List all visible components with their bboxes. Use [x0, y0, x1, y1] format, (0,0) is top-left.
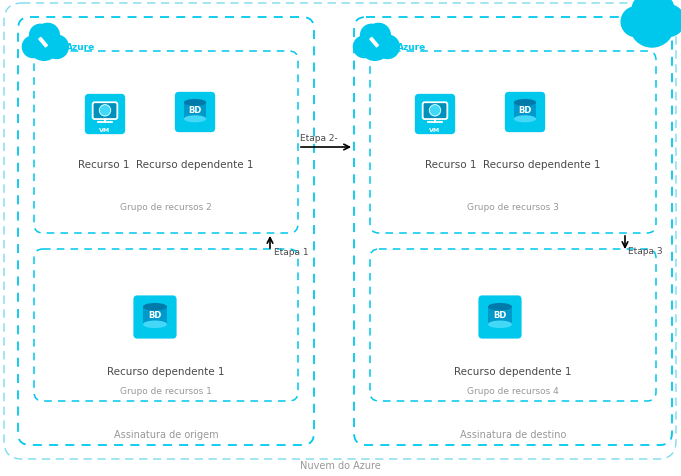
Ellipse shape — [184, 99, 206, 107]
Ellipse shape — [488, 303, 512, 311]
Ellipse shape — [143, 321, 167, 328]
Text: BD: BD — [518, 106, 532, 115]
FancyBboxPatch shape — [133, 296, 176, 339]
Circle shape — [630, 4, 674, 48]
Text: BD: BD — [148, 311, 161, 320]
Ellipse shape — [513, 116, 536, 123]
Text: Etapa 2-: Etapa 2- — [300, 134, 338, 143]
Circle shape — [360, 30, 390, 61]
Text: Assinatura de destino: Assinatura de destino — [460, 429, 566, 439]
FancyBboxPatch shape — [369, 38, 379, 49]
Bar — [184, 103, 206, 119]
Circle shape — [29, 30, 59, 61]
Text: VM: VM — [430, 128, 441, 133]
Text: Grupo de recursos 4: Grupo de recursos 4 — [467, 387, 559, 396]
Text: Recurso 1  Recurso dependente 1: Recurso 1 Recurso dependente 1 — [78, 159, 254, 169]
Bar — [513, 103, 536, 119]
Text: Grupo de recursos 1: Grupo de recursos 1 — [120, 387, 212, 396]
FancyBboxPatch shape — [38, 38, 48, 49]
Circle shape — [652, 6, 681, 37]
Circle shape — [367, 24, 390, 48]
Ellipse shape — [488, 321, 512, 328]
Text: Assinatura de origem: Assinatura de origem — [114, 429, 219, 439]
Circle shape — [643, 0, 674, 26]
Circle shape — [36, 24, 59, 48]
Text: Azure: Azure — [66, 43, 95, 52]
Circle shape — [353, 37, 375, 59]
Text: Grupo de recursos 3: Grupo de recursos 3 — [467, 203, 559, 212]
Bar — [143, 307, 167, 325]
Text: Etapa 1: Etapa 1 — [274, 248, 308, 257]
Text: Recurso dependente 1: Recurso dependente 1 — [107, 366, 225, 376]
Circle shape — [376, 36, 399, 60]
Ellipse shape — [143, 303, 167, 311]
Circle shape — [430, 106, 441, 117]
Text: Azure: Azure — [397, 43, 426, 52]
Text: BD: BD — [189, 106, 202, 115]
Text: Recurso dependente 1: Recurso dependente 1 — [454, 366, 572, 376]
FancyBboxPatch shape — [93, 103, 117, 120]
FancyBboxPatch shape — [175, 93, 215, 133]
Bar — [488, 307, 512, 325]
Circle shape — [632, 0, 661, 24]
FancyBboxPatch shape — [478, 296, 522, 339]
FancyBboxPatch shape — [505, 93, 545, 133]
FancyBboxPatch shape — [85, 95, 125, 135]
FancyBboxPatch shape — [423, 103, 447, 120]
Circle shape — [29, 25, 51, 47]
Text: BD: BD — [493, 311, 507, 320]
FancyBboxPatch shape — [415, 95, 455, 135]
Circle shape — [22, 37, 44, 59]
Text: Etapa 3: Etapa 3 — [628, 247, 663, 256]
Text: Grupo de recursos 2: Grupo de recursos 2 — [120, 203, 212, 212]
Ellipse shape — [513, 99, 536, 107]
Circle shape — [361, 25, 382, 47]
Circle shape — [99, 106, 110, 117]
Ellipse shape — [184, 116, 206, 123]
Text: Recurso 1  Recurso dependente 1: Recurso 1 Recurso dependente 1 — [425, 159, 601, 169]
Circle shape — [45, 36, 68, 60]
Text: VM: VM — [99, 128, 110, 133]
Text: Nuvem do Azure: Nuvem do Azure — [300, 460, 381, 470]
Circle shape — [621, 8, 651, 38]
